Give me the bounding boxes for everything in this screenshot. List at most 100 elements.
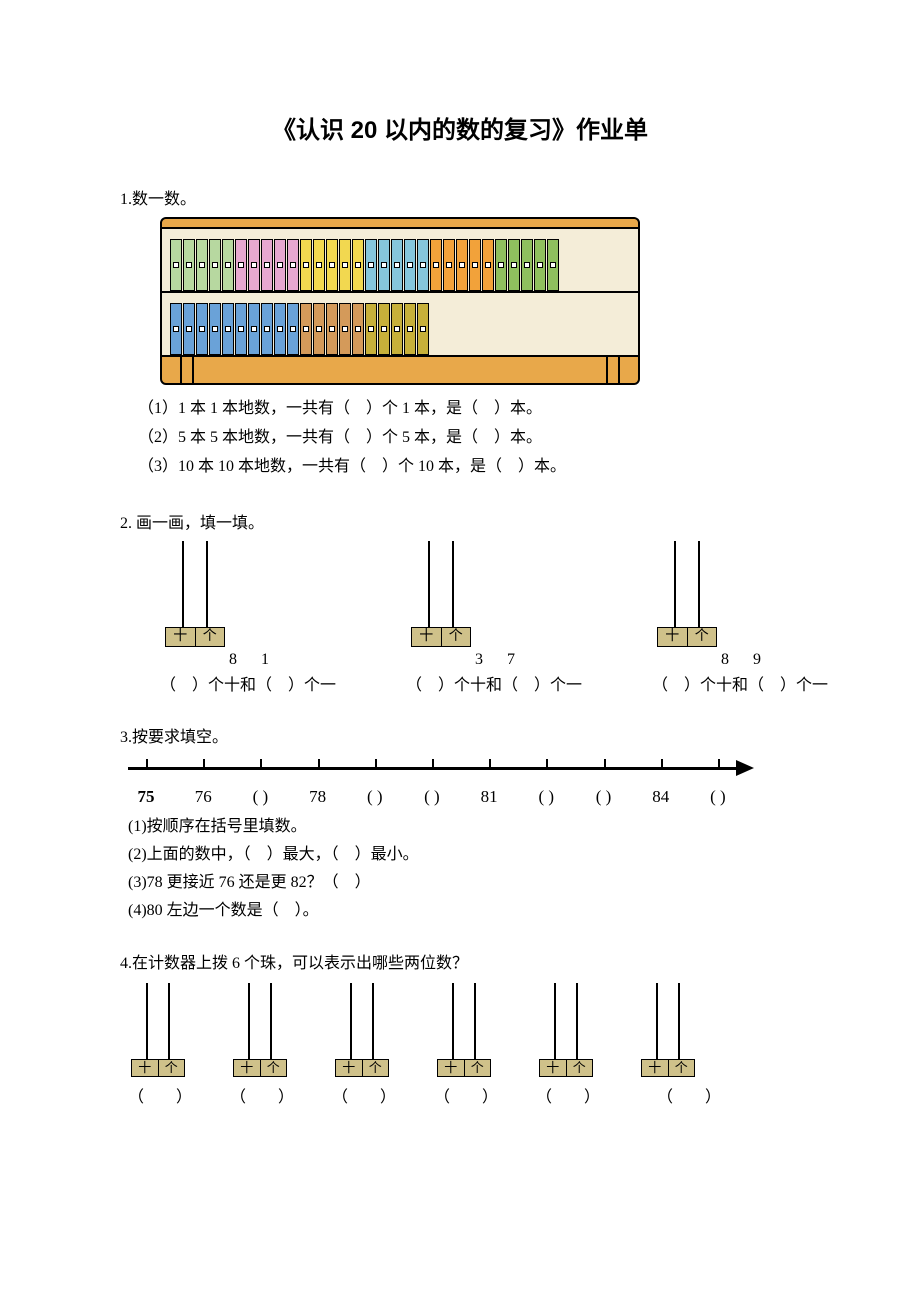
book <box>170 303 182 355</box>
shelf-leg <box>606 357 620 383</box>
abacus: 十个 <box>332 983 392 1081</box>
book <box>326 303 338 355</box>
numline-label: ( ) <box>689 787 746 807</box>
abacus-number: 8 9 <box>652 651 828 669</box>
shelf-row-1 <box>162 229 638 293</box>
shelf-bottom <box>162 357 638 383</box>
abacus-block: 十个 <box>434 983 494 1081</box>
book <box>261 303 273 355</box>
abacus-fill-text: （ ）个十和（ ）个一 <box>160 671 336 695</box>
shelf-top <box>162 219 638 229</box>
book <box>404 239 416 291</box>
bookshelf <box>160 217 640 385</box>
q1-line-3: （3）10 本 10 本地数，一共有（ ）个 10 本，是（ ）本。 <box>138 453 800 482</box>
book <box>222 303 234 355</box>
book <box>196 239 208 291</box>
tick <box>661 759 663 769</box>
book <box>534 239 546 291</box>
paren-blank: （ ） <box>332 1083 392 1107</box>
numline-label: ( ) <box>575 787 632 807</box>
q3-text: (1)按顺序在括号里填数。 (2)上面的数中，（ ）最大，（ ）最小。 (3)7… <box>128 813 800 925</box>
number-line-labels: 7576( )78( )( )81( )( )84( ) <box>128 787 768 807</box>
book <box>235 239 247 291</box>
abacus-number: 8 1 <box>160 651 336 669</box>
q4-label: 4.在计数器上拨 6 个珠，可以表示出哪些两位数？ <box>120 949 800 973</box>
numline-label: ( ) <box>346 787 403 807</box>
numline-label: ( ) <box>403 787 460 807</box>
numline-label: 75 <box>117 787 174 807</box>
q1-line-1: （1）1 本 1 本地数，一共有（ ）个 1 本，是（ ）本。 <box>138 395 800 424</box>
tick <box>375 759 377 769</box>
paren-blank: （ ） <box>434 1083 494 1107</box>
abacus-block: 十个 <box>128 983 188 1081</box>
book <box>391 303 403 355</box>
q1-label: 1.数一数。 <box>120 185 800 209</box>
book <box>404 303 416 355</box>
book <box>391 239 403 291</box>
tick <box>489 759 491 769</box>
tick <box>318 759 320 769</box>
book <box>417 239 429 291</box>
q3-line-1: (1)按顺序在括号里填数。 <box>128 813 800 841</box>
abacus-block: 十个 <box>638 983 698 1081</box>
numline-label: ( ) <box>232 787 289 807</box>
shelf-row-2 <box>162 293 638 357</box>
book <box>456 239 468 291</box>
q4-abacus-row: 十个十个十个十个十个十个 <box>128 983 800 1081</box>
abacus-block: 十个 <box>536 983 596 1081</box>
book <box>209 239 221 291</box>
number-line-figure: 7576( )78( )( )81( )( )84( ) <box>128 757 800 807</box>
book <box>235 303 247 355</box>
book <box>365 239 377 291</box>
book <box>170 239 182 291</box>
paren-blank: （ ） <box>128 1083 188 1107</box>
numline-label: 84 <box>632 787 689 807</box>
tick <box>146 759 148 769</box>
book <box>183 239 195 291</box>
tick <box>432 759 434 769</box>
book <box>339 239 351 291</box>
q2-abacus-row: 十个8 1（ ）个十和（ ）个一十个3 7（ ）个十和（ ）个一十个8 9（ ）… <box>160 541 800 695</box>
book <box>365 303 377 355</box>
q2-label: 2. 画一画，填一填。 <box>120 509 800 533</box>
book <box>443 239 455 291</box>
abacus: 十个 <box>160 541 230 651</box>
book <box>378 239 390 291</box>
book <box>547 239 559 291</box>
abacus-fill-text: （ ）个十和（ ）个一 <box>652 671 828 695</box>
book <box>274 239 286 291</box>
book <box>287 303 299 355</box>
book <box>222 239 234 291</box>
abacus: 十个 <box>536 983 596 1081</box>
q1-line-2: （2）5 本 5 本地数，一共有（ ）个 5 本，是（ ）本。 <box>138 424 800 453</box>
book <box>300 239 312 291</box>
abacus-fill-text: （ ）个十和（ ）个一 <box>406 671 582 695</box>
abacus: 十个 <box>434 983 494 1081</box>
q3-line-2: (2)上面的数中，（ ）最大，（ ）最小。 <box>128 841 800 869</box>
tick <box>260 759 262 769</box>
abacus-block: 十个8 9（ ）个十和（ ）个一 <box>652 541 828 695</box>
book <box>183 303 195 355</box>
numline-label: 76 <box>175 787 232 807</box>
numline-label: 78 <box>289 787 346 807</box>
q1-text: （1）1 本 1 本地数，一共有（ ）个 1 本，是（ ）本。 （2）5 本 5… <box>138 395 800 481</box>
book <box>274 303 286 355</box>
book <box>313 303 325 355</box>
abacus: 十个 <box>638 983 698 1081</box>
book <box>508 239 520 291</box>
q3-label: 3.按要求填空。 <box>120 723 800 747</box>
book <box>248 303 260 355</box>
q3-line-3: (3)78 更接近 76 还是更 82？（ ） <box>128 869 800 897</box>
numline-label: ( ) <box>518 787 575 807</box>
abacus-block: 十个 <box>230 983 290 1081</box>
book <box>261 239 273 291</box>
book <box>326 239 338 291</box>
book <box>417 303 429 355</box>
q3-line-4: (4)80 左边一个数是（ ）。 <box>128 897 800 925</box>
paren-blank: （ ） <box>536 1083 596 1107</box>
book <box>430 239 442 291</box>
book <box>196 303 208 355</box>
book <box>339 303 351 355</box>
book <box>378 303 390 355</box>
tick <box>203 759 205 769</box>
